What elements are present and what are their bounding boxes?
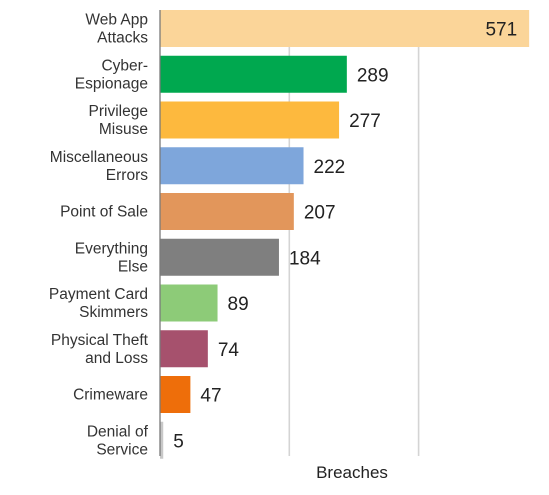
data-label-9: 47 bbox=[200, 386, 221, 407]
bar-5 bbox=[160, 193, 294, 230]
data-label-5: 207 bbox=[304, 203, 336, 224]
category-label-2: Cyber-Espionage bbox=[75, 57, 148, 92]
data-label-3: 277 bbox=[349, 111, 381, 132]
bar-1 bbox=[160, 10, 530, 47]
bar-7 bbox=[160, 284, 218, 322]
category-label-10: Denial of Service bbox=[87, 423, 149, 458]
data-label-4: 222 bbox=[314, 157, 346, 178]
data-label-10: 5 bbox=[173, 431, 184, 452]
data-labels: 571 289 277 222 207 184 89 74 47 5 bbox=[173, 20, 517, 453]
bar-10 bbox=[160, 421, 164, 459]
bar-8 bbox=[160, 330, 208, 368]
category-label-9: Crimeware bbox=[73, 387, 148, 404]
category-label-5: Point of Sale bbox=[60, 204, 148, 221]
x-axis-title: Breaches bbox=[316, 463, 388, 482]
category-label-6: Everything Else bbox=[75, 240, 148, 275]
data-label-2: 289 bbox=[357, 65, 389, 86]
data-label-6: 184 bbox=[289, 248, 321, 269]
category-label-1: Web App Attacks bbox=[85, 12, 148, 47]
category-label-8: Physical Theft and Loss bbox=[51, 332, 149, 367]
bars bbox=[160, 10, 530, 459]
data-label-7: 89 bbox=[228, 294, 249, 315]
bar-2 bbox=[160, 55, 347, 93]
bar-6 bbox=[160, 238, 279, 276]
category-label-4: Miscellaneous Errors bbox=[50, 149, 148, 184]
data-label-8: 74 bbox=[218, 340, 240, 361]
bar-4 bbox=[160, 147, 304, 185]
data-label-1: 571 bbox=[485, 20, 517, 41]
bar-9 bbox=[160, 376, 191, 413]
category-labels: Web App Attacks Cyber-Espionage Privilege Mi… bbox=[49, 12, 149, 459]
category-label-3: Privilege Misuse bbox=[89, 103, 148, 138]
category-label-7: Payment Card Skimmers bbox=[49, 286, 148, 321]
bar-3 bbox=[160, 101, 340, 139]
